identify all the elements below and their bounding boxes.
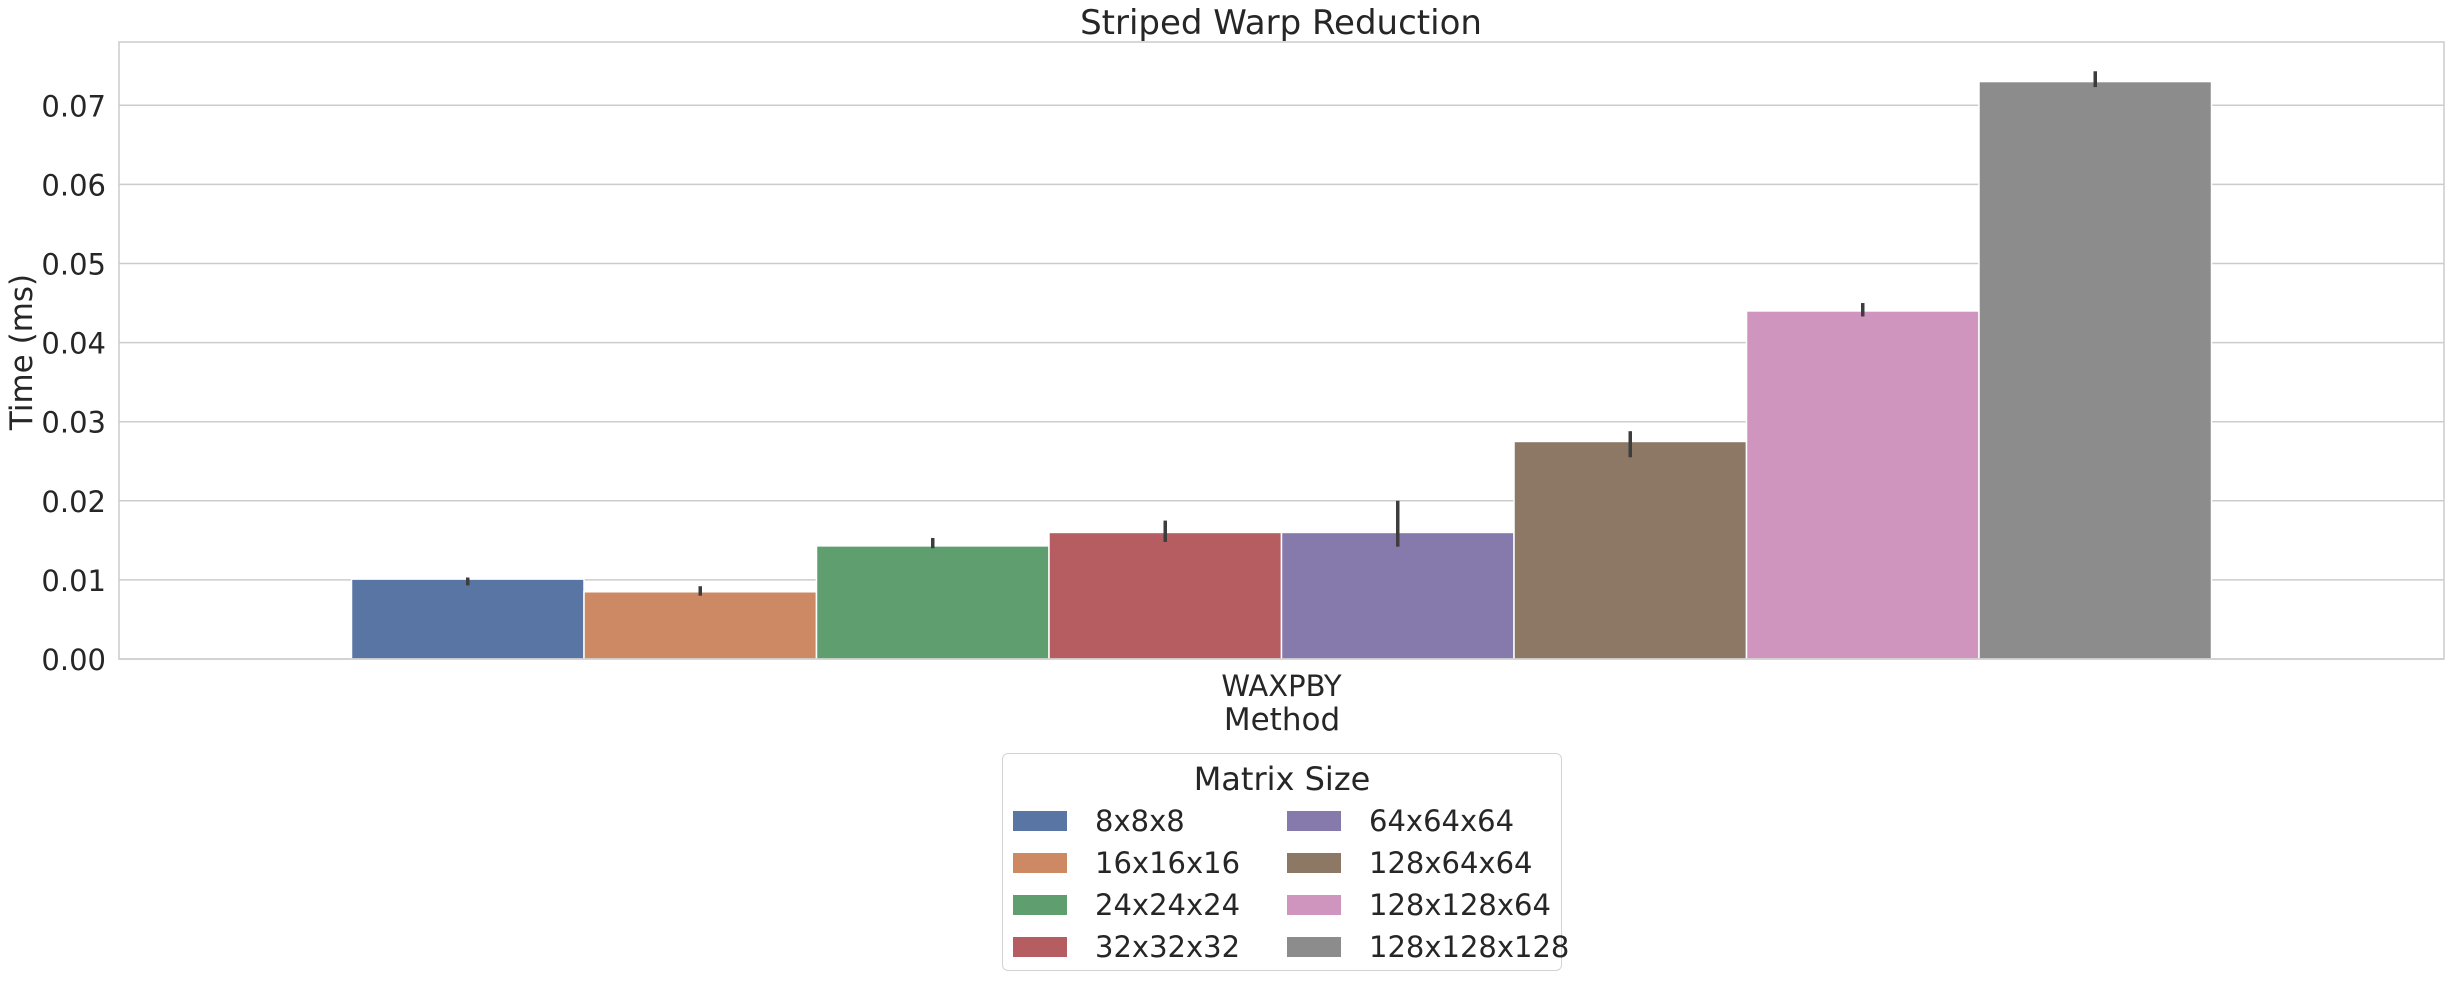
- y-axis-label: Time (ms): [4, 274, 40, 431]
- legend-label: 128x128x64: [1369, 888, 1551, 922]
- legend-label: 128x128x128: [1369, 930, 1570, 964]
- y-tick-label: 0.05: [41, 247, 106, 281]
- bar-8x8x8: [350, 578, 585, 660]
- legend-item: 24x24x24: [1013, 884, 1240, 926]
- legend-item: 128x128x128: [1287, 926, 1569, 968]
- bar-16x16x16: [583, 591, 818, 660]
- bars: [350, 80, 2213, 660]
- legend-swatch: [1013, 853, 1067, 873]
- bar-64x64x64: [1280, 531, 1515, 660]
- legend-label: 8x8x8: [1095, 804, 1185, 838]
- legend-item: 128x64x64: [1287, 842, 1532, 884]
- y-tick-label: 0.02: [41, 485, 106, 519]
- legend: Matrix Size 8x8x8 16x16x16 24x24x24 32x32x3…: [1002, 753, 1569, 971]
- legend-label: 128x64x64: [1369, 846, 1533, 880]
- legend-swatch: [1287, 937, 1341, 957]
- bar-128x128x128: [1978, 80, 2213, 660]
- y-tick-label: 0.04: [41, 327, 106, 361]
- legend-title: Matrix Size: [1193, 760, 1371, 798]
- legend-item: 32x32x32: [1013, 926, 1240, 968]
- plot-frame: [118, 41, 2445, 660]
- legend-label: 64x64x64: [1369, 804, 1515, 838]
- legend-item: 64x64x64: [1287, 800, 1514, 842]
- legend-item: 128x128x64: [1287, 884, 1551, 926]
- chart-title: Striped Warp Reduction: [1080, 3, 1482, 43]
- legend-label: 16x16x16: [1095, 846, 1241, 880]
- y-tick-label: 0.03: [41, 406, 106, 440]
- x-tick-labels: WAXPBY: [1221, 669, 1342, 703]
- y-tick-label: 0.01: [41, 564, 106, 598]
- bar-24x24x24: [815, 545, 1050, 660]
- y-tick-label: 0.07: [41, 89, 106, 123]
- legend-item: 16x16x16: [1013, 842, 1240, 884]
- legend-label: 32x32x32: [1095, 930, 1241, 964]
- error-bars: [466, 71, 2097, 596]
- legend-swatch: [1013, 937, 1067, 957]
- y-tick-labels: 0.00 0.01 0.02 0.03 0.04 0.05 0.06 0.07: [41, 89, 106, 677]
- y-tick-label: 0.06: [41, 168, 106, 202]
- bar-128x64x64: [1513, 440, 1748, 660]
- legend-item: 8x8x8: [1013, 800, 1185, 842]
- x-axis-label: Method: [1224, 702, 1340, 738]
- legend-swatch: [1287, 853, 1341, 873]
- legend-swatch: [1287, 811, 1341, 831]
- legend-swatch: [1013, 895, 1067, 915]
- legend-label: 24x24x24: [1095, 888, 1241, 922]
- x-tick-label: WAXPBY: [1221, 669, 1342, 703]
- legend-swatch: [1287, 895, 1341, 915]
- bar-128x128x64: [1745, 310, 1980, 660]
- legend-swatch: [1013, 811, 1067, 831]
- bar-32x32x32: [1048, 531, 1283, 660]
- y-tick-label: 0.00: [41, 643, 106, 677]
